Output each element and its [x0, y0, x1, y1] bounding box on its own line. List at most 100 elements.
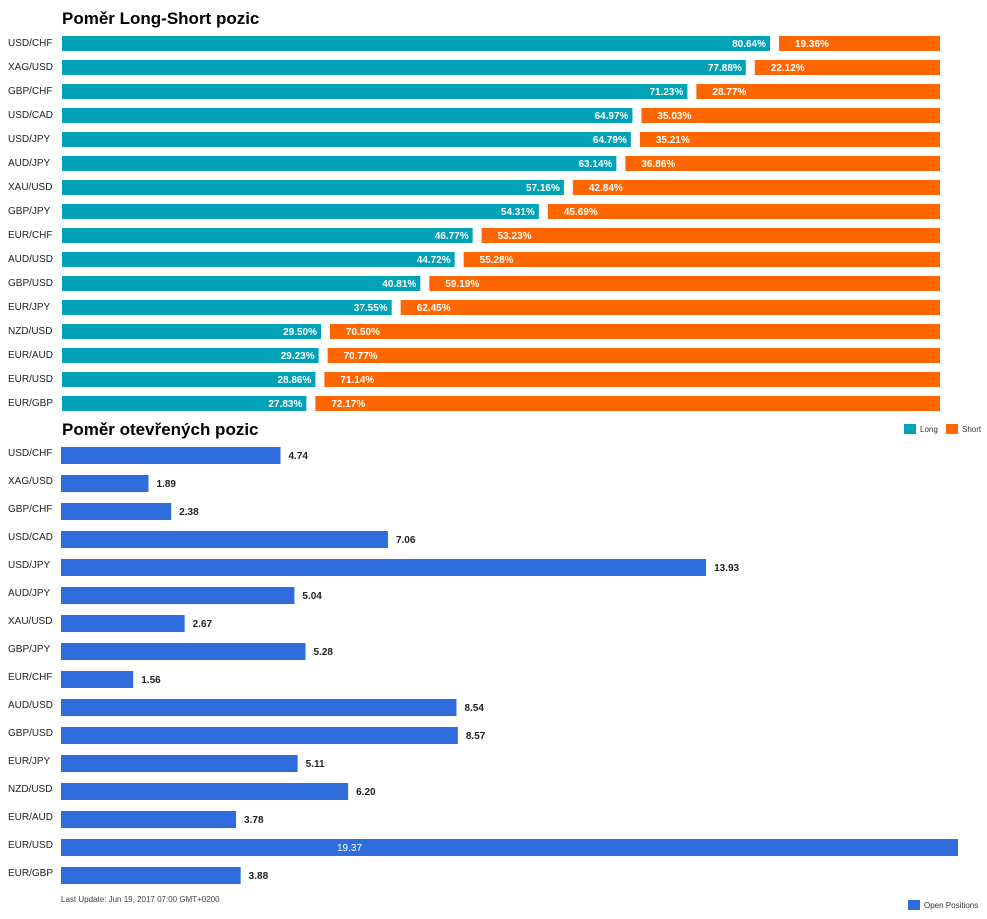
short-value-label: 22.12% — [771, 63, 805, 74]
long-value-label: 29.23% — [281, 351, 315, 362]
long-value-label: 46.77% — [435, 231, 469, 242]
category-label-gbp-chf: GBP/CHF — [8, 86, 52, 97]
open-positions-value-label: 5.04 — [302, 591, 322, 602]
legend-long-label: Long — [920, 425, 938, 434]
open-positions-value-label: 8.57 — [466, 731, 486, 742]
long-bar-eur-gbp — [62, 396, 307, 411]
category-label-eur-usd: EUR/USD — [8, 840, 53, 851]
long-value-label: 64.79% — [593, 135, 627, 146]
long-bar-eur-chf — [62, 228, 473, 243]
category-label-eur-chf: EUR/CHF — [8, 672, 52, 683]
category-label-xag-usd: XAG/USD — [8, 62, 53, 73]
short-value-label: 53.23% — [498, 231, 532, 242]
long-value-label: 80.64% — [732, 39, 766, 50]
long-short-chart-title: Poměr Long-Short pozic — [62, 9, 260, 28]
short-value-label: 70.50% — [346, 327, 380, 338]
last-update-text: Last Update: Jun 19, 2017 07:00 GMT+0200 — [61, 895, 220, 904]
short-bar-xag-usd — [754, 60, 940, 75]
open-positions-chart-title: Poměr otevřených pozic — [62, 420, 259, 439]
legend-open-positions-label: Open Positions — [924, 901, 978, 910]
short-value-label: 55.28% — [480, 255, 514, 266]
short-value-label: 72.17% — [331, 399, 365, 410]
open-positions-value-label: 3.78 — [244, 815, 264, 826]
short-value-label: 36.86% — [641, 159, 675, 170]
long-bar-gbp-usd — [62, 276, 421, 291]
open-positions-bar-nzd-usd — [61, 783, 349, 800]
open-positions-bar-aud-jpy — [61, 587, 295, 604]
long-bar-eur-jpy — [62, 300, 392, 315]
short-bar-usd-jpy — [639, 132, 940, 147]
open-positions-bar-gbp-chf — [61, 503, 172, 520]
short-value-label: 71.14% — [340, 375, 374, 386]
legend-open-positions-swatch — [908, 900, 920, 910]
long-value-label: 57.16% — [526, 183, 560, 194]
long-value-label: 27.83% — [268, 399, 302, 410]
short-bar-xau-usd — [572, 180, 940, 195]
open-positions-bar-gbp-jpy — [61, 643, 306, 660]
long-value-label: 40.81% — [382, 279, 416, 290]
short-bar-gbp-usd — [429, 276, 940, 291]
open-positions-value-label: 4.74 — [289, 451, 309, 462]
short-bar-gbp-chf — [696, 84, 940, 99]
short-value-label: 19.36% — [795, 39, 829, 50]
long-value-label: 77.88% — [708, 63, 742, 74]
long-value-label: 44.72% — [417, 255, 451, 266]
short-value-label: 35.03% — [657, 111, 691, 122]
category-label-aud-jpy: AUD/JPY — [8, 158, 51, 169]
category-label-usd-chf: USD/CHF — [8, 448, 52, 459]
open-positions-bar-eur-chf — [61, 671, 134, 688]
open-positions-bar-usd-jpy — [61, 559, 707, 576]
long-bar-usd-chf — [62, 36, 771, 51]
open-positions-value-label: 7.06 — [396, 535, 416, 546]
open-positions-value-label: 19.37 — [337, 843, 362, 854]
open-positions-bar-usd-chf — [61, 447, 281, 464]
open-positions-value-label: 8.54 — [464, 703, 484, 714]
long-bar-xag-usd — [62, 60, 746, 75]
open-positions-bar-eur-usd — [61, 839, 958, 856]
category-label-aud-usd: AUD/USD — [8, 254, 53, 265]
category-label-nzd-usd: NZD/USD — [8, 784, 52, 795]
long-bar-nzd-usd — [62, 324, 322, 339]
short-bar-usd-cad — [641, 108, 940, 123]
long-bar-aud-usd — [62, 252, 455, 267]
category-label-gbp-usd: GBP/USD — [8, 728, 53, 739]
open-positions-value-label: 2.38 — [179, 507, 199, 518]
category-label-gbp-usd: GBP/USD — [8, 278, 53, 289]
category-label-usd-cad: USD/CAD — [8, 110, 53, 121]
long-value-label: 29.50% — [283, 327, 317, 338]
legend-short-swatch — [946, 424, 958, 434]
long-bar-eur-aud — [62, 348, 319, 363]
short-bar-eur-gbp — [315, 396, 940, 411]
open-positions-bar-eur-jpy — [61, 755, 298, 772]
category-label-gbp-jpy: GBP/JPY — [8, 206, 51, 217]
short-bar-gbp-jpy — [547, 204, 940, 219]
short-bar-eur-aud — [327, 348, 940, 363]
long-value-label: 54.31% — [501, 207, 535, 218]
category-label-xau-usd: XAU/USD — [8, 616, 52, 627]
long-bar-gbp-jpy — [62, 204, 539, 219]
open-positions-value-label: 6.20 — [356, 787, 376, 798]
long-bar-usd-jpy — [62, 132, 631, 147]
long-value-label: 28.86% — [277, 375, 311, 386]
long-value-label: 37.55% — [354, 303, 388, 314]
short-value-label: 45.69% — [564, 207, 598, 218]
open-positions-bar-usd-cad — [61, 531, 388, 548]
short-value-label: 28.77% — [712, 87, 746, 98]
category-label-eur-gbp: EUR/GBP — [8, 868, 53, 879]
category-label-eur-jpy: EUR/JPY — [8, 302, 51, 313]
open-positions-bar-eur-aud — [61, 811, 237, 828]
category-label-usd-jpy: USD/JPY — [8, 560, 51, 571]
category-label-eur-aud: EUR/AUD — [8, 350, 53, 361]
short-value-label: 35.21% — [656, 135, 690, 146]
open-positions-bar-eur-gbp — [61, 867, 241, 884]
category-label-eur-gbp: EUR/GBP — [8, 398, 53, 409]
category-label-eur-aud: EUR/AUD — [8, 812, 53, 823]
category-label-nzd-usd: NZD/USD — [8, 326, 52, 337]
short-bar-eur-chf — [481, 228, 940, 243]
long-bar-usd-cad — [62, 108, 633, 123]
open-positions-value-label: 2.67 — [193, 619, 213, 630]
long-bar-gbp-chf — [62, 84, 688, 99]
short-bar-aud-jpy — [625, 156, 940, 171]
open-positions-bar-aud-usd — [61, 699, 457, 716]
